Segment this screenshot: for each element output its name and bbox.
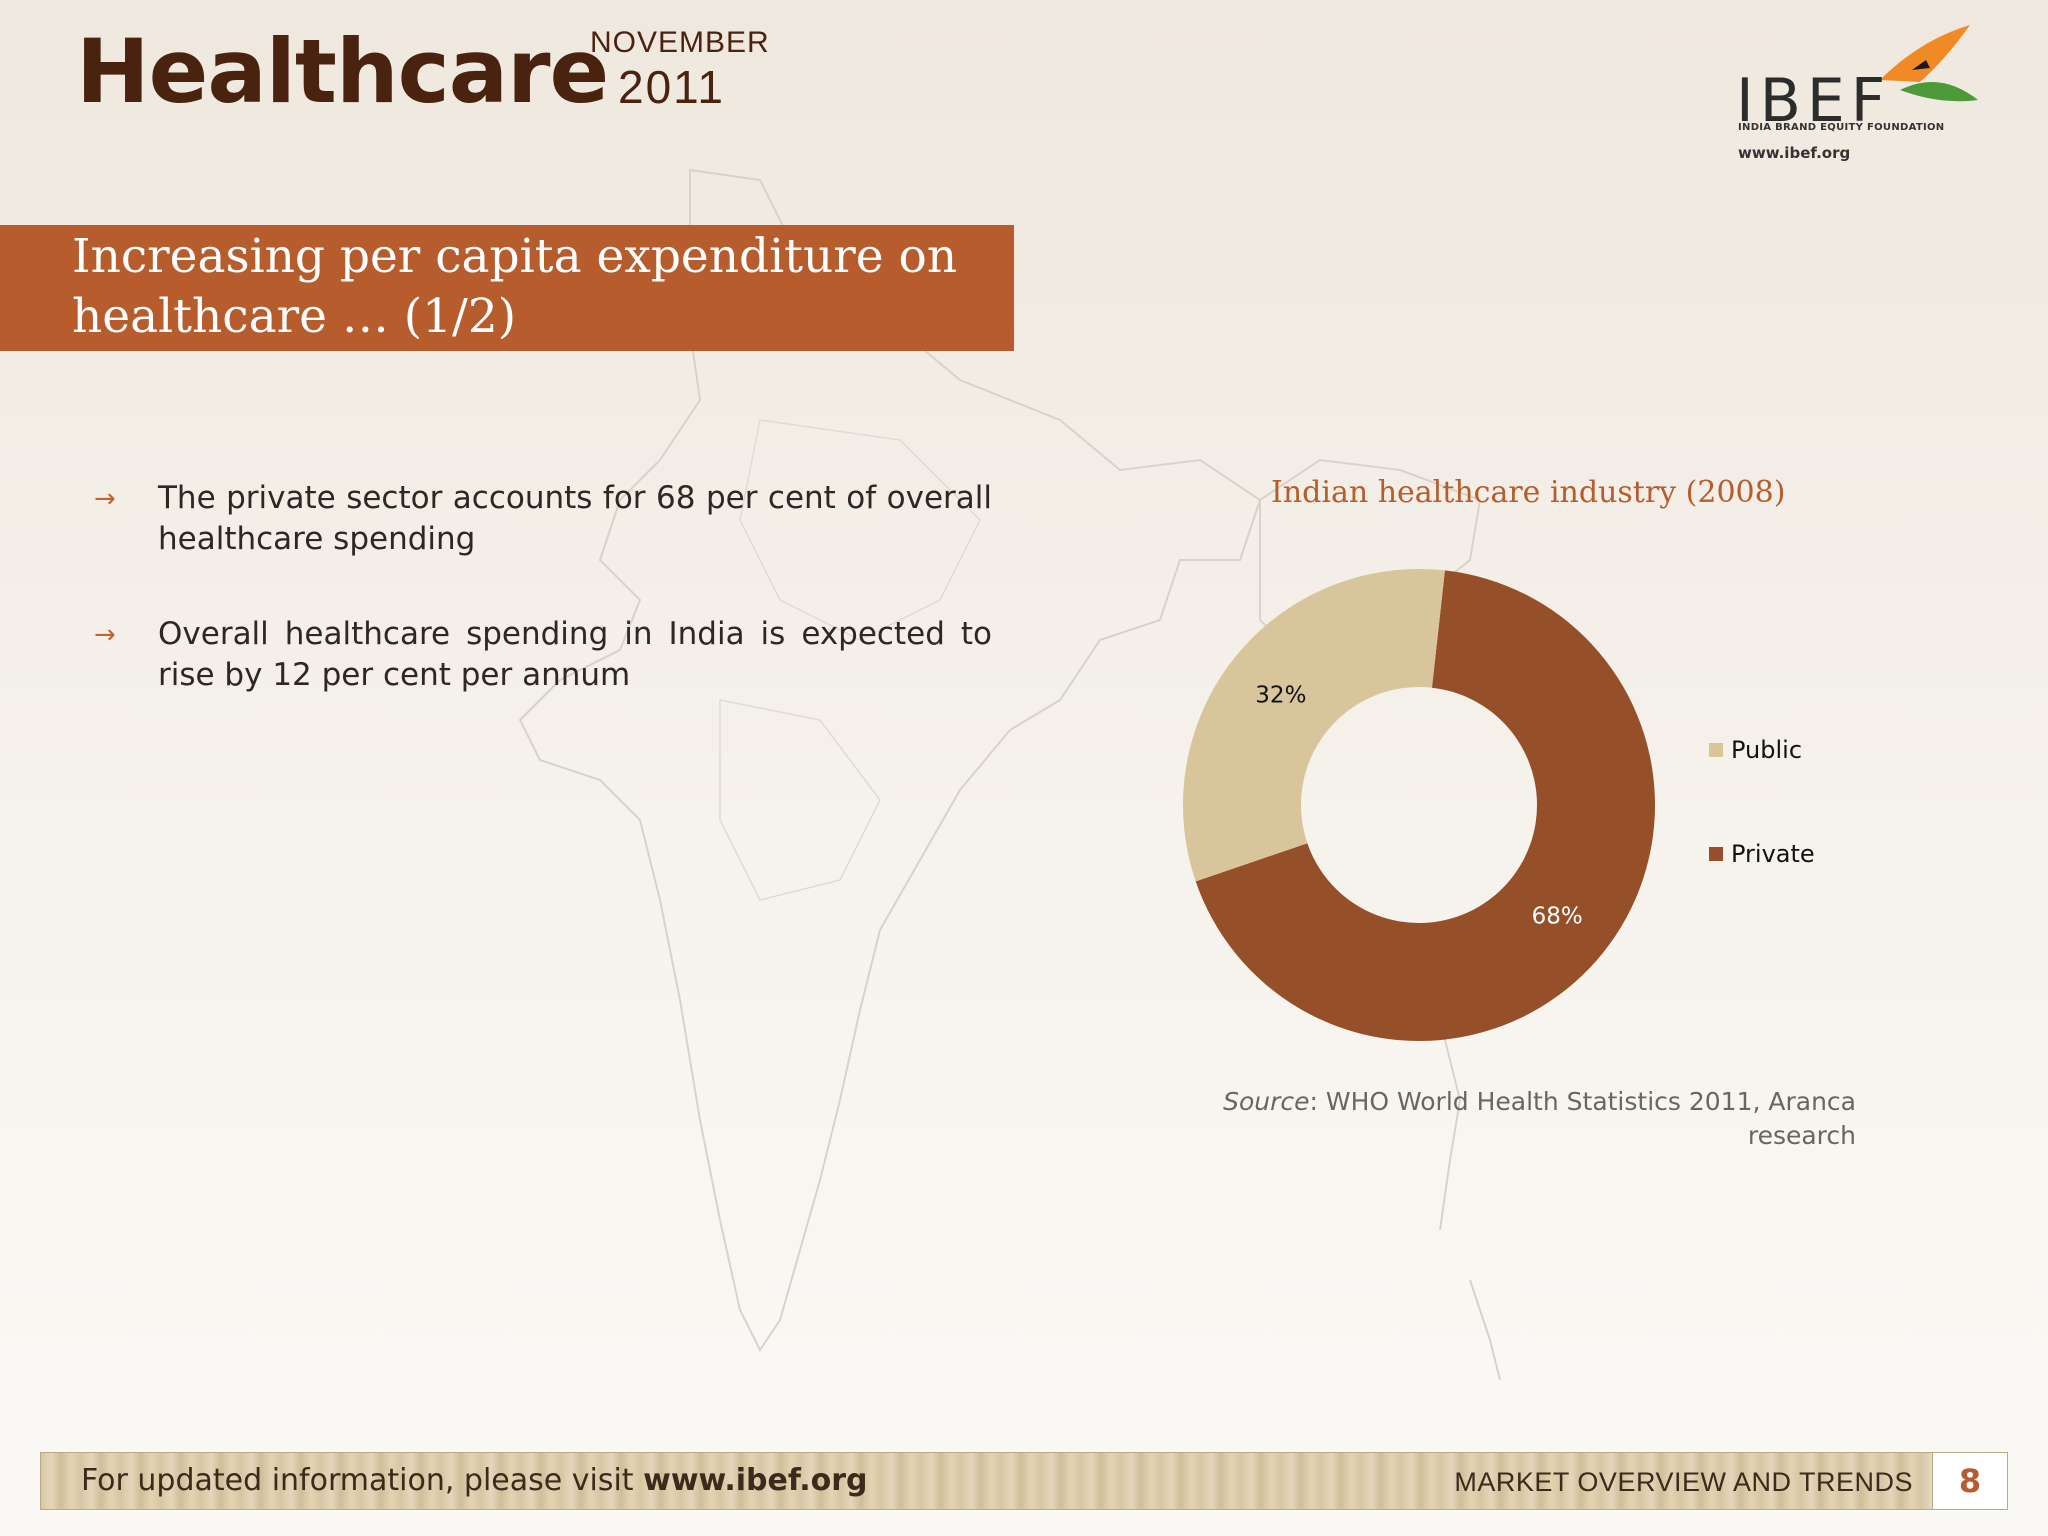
donut-chart: 68% 32% bbox=[1183, 569, 1655, 1041]
source-label: Source bbox=[1223, 1087, 1310, 1116]
legend-item-private: Private bbox=[1709, 840, 1815, 868]
banner-title: Increasing per capita expenditure on hea… bbox=[72, 227, 972, 347]
section-banner: Increasing per capita expenditure on hea… bbox=[0, 225, 1014, 351]
footer-text: For updated information, please visit bbox=[81, 1463, 644, 1498]
footer-message: For updated information, please visit ww… bbox=[81, 1463, 868, 1498]
legend-swatch-public bbox=[1709, 743, 1723, 757]
bullet-text: Overall healthcare spending in India is … bbox=[158, 616, 992, 693]
source-text: : WHO World Health Statistics 2011, Aran… bbox=[1309, 1087, 1857, 1150]
arrow-icon: → bbox=[94, 484, 116, 514]
footer-bar: For updated information, please visit ww… bbox=[40, 1452, 2008, 1510]
donut-label-private: 68% bbox=[1532, 904, 1583, 930]
ibef-logo[interactable]: IBEF INDIA BRAND EQUITY FOUNDATION www.i… bbox=[1730, 20, 1980, 170]
banner-line-2: healthcare … (1/2) bbox=[72, 289, 517, 344]
logo-url[interactable]: www.ibef.org bbox=[1738, 144, 1851, 162]
header-year: 2011 bbox=[618, 61, 725, 113]
bullet-list: → The private sector accounts for 68 per… bbox=[88, 478, 992, 750]
logo-text: IBEF bbox=[1736, 66, 1892, 136]
banner-line-1: Increasing per capita expenditure on bbox=[72, 229, 958, 284]
legend-label-public: Public bbox=[1731, 736, 1803, 764]
header-month: NOVEMBER bbox=[590, 26, 770, 59]
logo-subtitle: INDIA BRAND EQUITY FOUNDATION bbox=[1738, 122, 1945, 133]
bullet-item: → The private sector accounts for 68 per… bbox=[88, 478, 992, 560]
source-note: Source: WHO World Health Statistics 2011… bbox=[1200, 1085, 1856, 1153]
chart-title: Indian healthcare industry (2008) bbox=[1271, 475, 1786, 510]
donut-label-public: 32% bbox=[1255, 682, 1306, 708]
legend-item-public: Public bbox=[1709, 736, 1802, 764]
arrow-icon: → bbox=[94, 620, 116, 650]
donut-slice-private bbox=[1195, 570, 1655, 1041]
footer-section: MARKET OVERVIEW AND TRENDS bbox=[1454, 1467, 1913, 1497]
page-number: 8 bbox=[1932, 1453, 2007, 1509]
bullet-text: The private sector accounts for 68 per c… bbox=[158, 480, 992, 557]
page-title: Healthcare bbox=[76, 20, 609, 123]
bird-icon bbox=[1880, 25, 1978, 102]
bullet-item: → Overall healthcare spending in India i… bbox=[88, 614, 992, 696]
legend-label-private: Private bbox=[1731, 840, 1815, 868]
legend-swatch-private bbox=[1709, 847, 1723, 861]
donut-slice-public bbox=[1183, 569, 1445, 882]
footer-link[interactable]: www.ibef.org bbox=[643, 1463, 868, 1498]
